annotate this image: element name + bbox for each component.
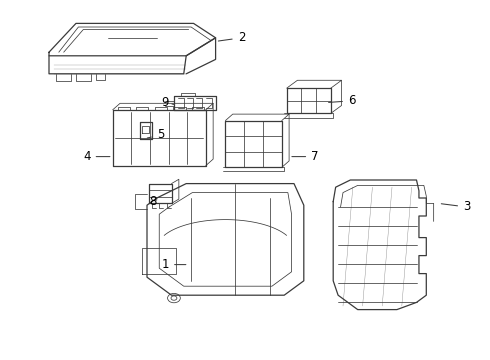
Text: 1: 1 bbox=[162, 258, 186, 271]
Text: 2: 2 bbox=[219, 31, 245, 44]
Text: 3: 3 bbox=[441, 201, 470, 213]
Text: 4: 4 bbox=[83, 150, 110, 163]
Text: 6: 6 bbox=[329, 94, 355, 107]
Text: 9: 9 bbox=[162, 96, 174, 109]
Text: 8: 8 bbox=[149, 195, 157, 208]
Text: 7: 7 bbox=[292, 150, 318, 163]
Text: 5: 5 bbox=[147, 129, 164, 141]
